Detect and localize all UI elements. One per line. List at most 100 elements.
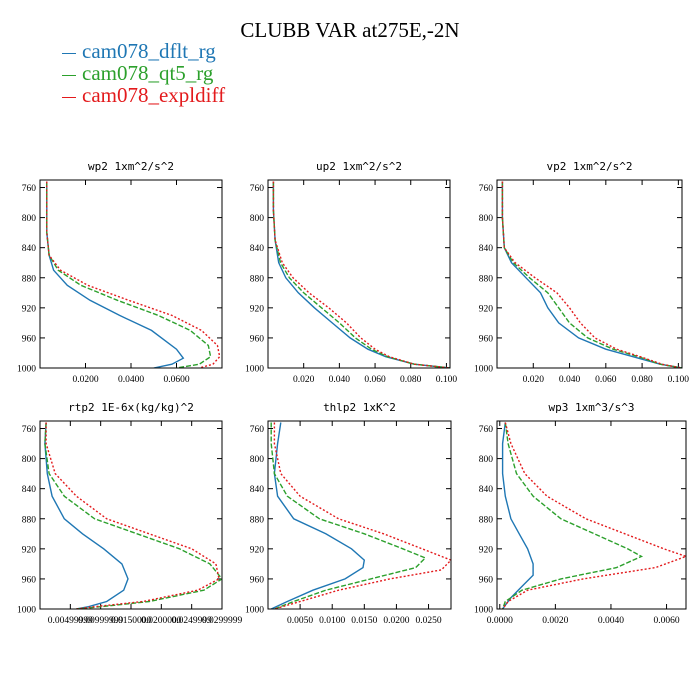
x-tick-label: 0.0200 <box>383 616 409 626</box>
x-tick-label: 0.0250 <box>415 616 441 626</box>
subplot-3: vp2 1xm^2/s^2 760 800 840 880 920 960 1000 0.020… <box>474 160 689 385</box>
x-tick-label: 0.0040 <box>598 616 624 626</box>
x-tick-label: 0.0400 <box>118 375 144 385</box>
figure-title: CLUBB VAR at275E,-2N <box>240 18 460 42</box>
y-tick-label: 840 <box>479 244 494 254</box>
y-tick-label: 920 <box>479 545 494 555</box>
plot-frame <box>496 420 687 610</box>
x-tick-label: 0.060 <box>595 375 617 385</box>
y-tick-label: 960 <box>479 575 494 585</box>
y-tick-label: 760 <box>250 184 265 194</box>
y-tick-label: 840 <box>250 244 265 254</box>
y-tick-label: 1000 <box>17 365 36 375</box>
subplot-title: thlp2 1xK^2 <box>323 401 396 414</box>
y-tick-label: 960 <box>250 575 265 585</box>
series-line-2 <box>501 422 644 609</box>
y-tick-label: 920 <box>250 304 265 314</box>
legend-entry-dflt: cam078_dflt_rg <box>62 40 225 62</box>
y-tick-label: 920 <box>479 304 494 314</box>
subplot-6: wp3 1xm^3/s^3 760 800 840 880 920 960 10000.000… <box>474 401 687 626</box>
y-tick-label: 760 <box>22 184 37 194</box>
x-tick-label: 0.100 <box>668 375 690 385</box>
y-tick-label: 1000 <box>245 365 264 375</box>
x-tick-label: 0.0050 <box>287 616 313 626</box>
legend-label: cam078_qt5_rg <box>82 61 214 85</box>
y-tick-label: 960 <box>479 334 494 344</box>
y-tick-label: 920 <box>22 545 37 555</box>
x-tick-label: 0.0060 <box>653 616 679 626</box>
y-tick-label: 800 <box>479 214 494 224</box>
subplot-title: up2 1xm^2/s^2 <box>316 160 402 173</box>
x-tick-label: 0.0020 <box>542 616 568 626</box>
x-tick-label: 0.0249999 <box>171 616 212 626</box>
series-line-1 <box>44 422 129 609</box>
series-line-2 <box>44 422 222 609</box>
subplot-2: up2 1xm^2/s^2 760 800 840 880 920 960 1000 0.020… <box>245 160 457 385</box>
y-tick-label: 1000 <box>245 606 264 616</box>
legend-swatch <box>62 52 76 54</box>
series-line-1 <box>46 181 185 368</box>
x-tick-label: 0.0150000 <box>111 616 152 626</box>
y-tick-label: 880 <box>22 515 37 525</box>
series-line-2 <box>501 181 682 368</box>
series-line-1 <box>272 181 450 368</box>
plot-frame <box>496 179 683 369</box>
y-tick-label: 920 <box>250 545 265 555</box>
y-tick-label: 800 <box>22 214 37 224</box>
y-tick-label: 960 <box>250 334 265 344</box>
x-tick-label: 0.020 <box>523 375 545 385</box>
series-line-3 <box>45 422 220 609</box>
x-tick-label: 0.0150 <box>351 616 377 626</box>
series-line-3 <box>272 181 450 368</box>
legend-label: cam078_dflt_rg <box>82 39 216 63</box>
series-line-3 <box>273 422 451 609</box>
y-tick-label: 800 <box>250 214 265 224</box>
plot-frame <box>267 179 451 369</box>
x-tick-label: 0.0299999 <box>202 616 243 626</box>
series-line-2 <box>272 181 450 368</box>
subplot-5: thlp2 1xK^2 760 800 840 880 920 960 1000 0.0050 0… <box>245 401 452 626</box>
subplot-title: wp3 1xm^3/s^3 <box>548 401 634 414</box>
plot-frame <box>267 420 452 610</box>
subplot-1: wp2 1xm^2/s^2 760 800 840 880 920 960 1000 0.020… <box>17 160 223 385</box>
series-line-2 <box>46 181 212 368</box>
series-line-1 <box>270 422 366 609</box>
legend-entry-qt5: cam078_qt5_rg <box>62 62 225 84</box>
legend-swatch <box>62 96 76 98</box>
x-tick-label: 0.060 <box>364 375 386 385</box>
y-tick-label: 1000 <box>474 606 493 616</box>
y-tick-label: 1000 <box>474 365 493 375</box>
legend: cam078_dflt_rg cam078_qt5_rg cam078_expl… <box>62 40 225 106</box>
subplot-title: vp2 1xm^2/s^2 <box>546 160 632 173</box>
subplot-4: rtp2 1E-6x(kg/kg)^2 760 800 840 880 920 960 100… <box>17 401 242 626</box>
y-tick-label: 840 <box>22 485 37 495</box>
x-tick-label: 0.040 <box>559 375 581 385</box>
subplot-title: rtp2 1E-6x(kg/kg)^2 <box>68 401 194 414</box>
y-tick-label: 880 <box>250 515 265 525</box>
series-line-1 <box>501 181 682 368</box>
legend-entry-expldiff: cam078_expldiff <box>62 84 225 106</box>
y-tick-label: 1000 <box>17 606 36 616</box>
y-tick-label: 760 <box>22 425 37 435</box>
x-tick-label: 0.00499999 <box>48 616 93 626</box>
y-tick-label: 880 <box>479 515 494 525</box>
x-tick-label: 0.080 <box>631 375 653 385</box>
y-tick-label: 800 <box>250 455 265 465</box>
subplot-title: wp2 1xm^2/s^2 <box>88 160 174 173</box>
y-tick-label: 880 <box>250 274 265 284</box>
legend-label: cam078_expldiff <box>82 83 226 107</box>
y-tick-label: 800 <box>22 455 37 465</box>
x-tick-label: 0.0600 <box>163 375 189 385</box>
legend-swatch <box>62 74 76 76</box>
y-tick-label: 760 <box>250 425 265 435</box>
x-tick-label: 0.020 <box>293 375 315 385</box>
y-tick-label: 840 <box>479 485 494 495</box>
series-line-3 <box>46 181 221 368</box>
x-tick-label: 0.0000 <box>487 616 513 626</box>
plot-frame <box>39 179 223 369</box>
x-tick-label: 0.040 <box>329 375 351 385</box>
x-tick-label: 0.00999999 <box>78 616 123 626</box>
x-tick-label: 0.0200 <box>72 375 98 385</box>
series-line-1 <box>501 422 534 609</box>
